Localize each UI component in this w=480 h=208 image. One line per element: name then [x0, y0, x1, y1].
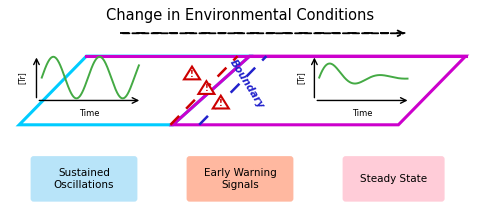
Text: Time: Time [79, 109, 99, 118]
Text: [Tr]: [Tr] [17, 71, 26, 84]
Text: Early Warning
Signals: Early Warning Signals [204, 168, 276, 190]
Text: Boundary: Boundary [228, 58, 266, 111]
FancyBboxPatch shape [31, 156, 137, 202]
Text: Steady State: Steady State [360, 174, 427, 184]
Text: Sustained
Oscillations: Sustained Oscillations [54, 168, 114, 190]
Polygon shape [198, 81, 215, 94]
Text: Change in Environmental Conditions: Change in Environmental Conditions [106, 8, 374, 23]
FancyBboxPatch shape [343, 156, 444, 202]
Text: !: ! [204, 84, 208, 93]
Text: !: ! [190, 70, 194, 79]
Text: Time: Time [352, 109, 372, 118]
Text: [Tr]: [Tr] [297, 71, 305, 84]
Text: !: ! [219, 99, 223, 108]
Polygon shape [213, 96, 229, 109]
Polygon shape [184, 67, 200, 79]
FancyBboxPatch shape [187, 156, 293, 202]
